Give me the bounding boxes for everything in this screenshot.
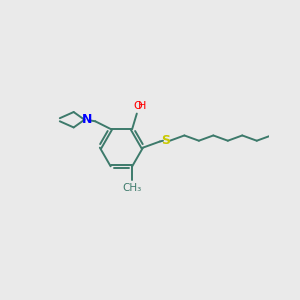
- Text: N: N: [82, 113, 93, 126]
- Text: H: H: [138, 101, 147, 111]
- Text: O: O: [134, 101, 142, 111]
- Text: CH₃: CH₃: [123, 183, 142, 193]
- Text: S: S: [162, 134, 171, 147]
